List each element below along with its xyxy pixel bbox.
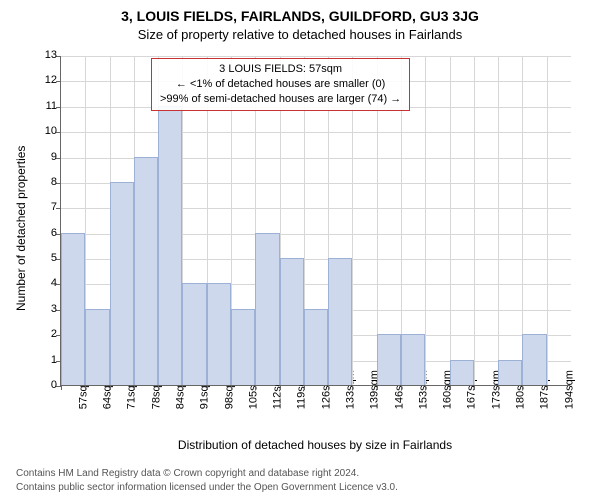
bar	[110, 182, 134, 385]
gridline-v	[474, 56, 475, 386]
bar	[280, 258, 304, 385]
bar	[498, 360, 522, 385]
chart: 01234567891011121357sqm64sqm71sqm78sqm84…	[0, 0, 600, 500]
x-tick-label: 57sqm	[75, 385, 89, 409]
x-tick	[207, 385, 208, 390]
bar	[158, 106, 182, 385]
x-tick-label: 160sqm	[439, 385, 453, 409]
x-tick	[474, 385, 475, 390]
annotation-line: 3 LOUIS FIELDS: 57sqm	[160, 62, 401, 77]
y-tick-label: 5	[37, 252, 61, 264]
x-tick-label: 84sqm	[172, 385, 186, 409]
y-tick-label: 12	[37, 74, 61, 86]
gridline-h	[61, 132, 571, 133]
bar	[328, 258, 352, 385]
y-tick-label: 11	[37, 100, 61, 112]
x-tick	[522, 385, 523, 390]
annotation-box: 3 LOUIS FIELDS: 57sqm← <1% of detached h…	[151, 58, 410, 111]
x-tick-label: 133sqm	[342, 385, 356, 409]
x-tick-label: 194sqm	[561, 385, 575, 409]
x-tick	[134, 385, 135, 390]
x-tick	[231, 385, 232, 390]
y-tick-label: 0	[37, 379, 61, 391]
x-tick	[182, 385, 183, 390]
x-tick-label: 187sqm	[537, 385, 551, 409]
bar	[231, 309, 255, 385]
y-tick-label: 8	[37, 176, 61, 188]
x-tick-label: 139sqm	[367, 385, 381, 409]
x-tick	[401, 385, 402, 390]
bar	[401, 334, 425, 385]
x-tick	[425, 385, 426, 390]
gridline-v	[450, 56, 451, 386]
x-tick	[352, 385, 353, 390]
gridline-v	[425, 56, 426, 386]
x-tick-label: 78sqm	[148, 385, 162, 409]
y-tick-label: 7	[37, 201, 61, 213]
y-tick-label: 9	[37, 151, 61, 163]
attribution-line: Contains HM Land Registry data © Crown c…	[16, 467, 398, 481]
x-tick-label: 119sqm	[294, 385, 308, 409]
x-tick-label: 71sqm	[124, 385, 138, 409]
x-tick-label: 126sqm	[318, 385, 332, 409]
y-tick-label: 4	[37, 277, 61, 289]
bar	[255, 233, 279, 385]
x-tick	[547, 385, 548, 390]
x-tick-label: 98sqm	[221, 385, 235, 409]
y-tick-label: 13	[37, 49, 61, 61]
plot-area: 01234567891011121357sqm64sqm71sqm78sqm84…	[60, 56, 570, 386]
x-tick-label: 167sqm	[464, 385, 478, 409]
x-tick	[328, 385, 329, 390]
attribution-line: Contains public sector information licen…	[16, 481, 398, 495]
y-tick-label: 6	[37, 227, 61, 239]
x-tick-label: 112sqm	[269, 385, 283, 409]
bar	[134, 157, 158, 385]
x-tick	[377, 385, 378, 390]
x-tick	[61, 385, 62, 390]
x-tick	[110, 385, 111, 390]
bar	[304, 309, 328, 385]
y-axis-label: Number of detached properties	[14, 146, 28, 311]
bar	[85, 309, 109, 385]
x-tick-label: 153sqm	[415, 385, 429, 409]
x-tick	[158, 385, 159, 390]
bar	[377, 334, 401, 385]
x-tick	[255, 385, 256, 390]
y-tick-label: 2	[37, 328, 61, 340]
x-tick-label: 105sqm	[245, 385, 259, 409]
x-tick-label: 91sqm	[197, 385, 211, 409]
annotation-line: >99% of semi-detached houses are larger …	[160, 92, 401, 107]
bar	[450, 360, 474, 385]
bar	[182, 283, 206, 385]
x-tick	[280, 385, 281, 390]
y-tick-label: 3	[37, 303, 61, 315]
bar	[207, 283, 231, 385]
gridline-v	[547, 56, 548, 386]
y-tick-label: 10	[37, 125, 61, 137]
gridline-h	[61, 56, 571, 57]
x-tick-label: 173sqm	[488, 385, 502, 409]
y-tick-label: 1	[37, 354, 61, 366]
x-tick	[304, 385, 305, 390]
attribution: Contains HM Land Registry data © Crown c…	[16, 467, 398, 494]
x-tick-label: 180sqm	[512, 385, 526, 409]
x-tick	[450, 385, 451, 390]
x-tick-label: 64sqm	[99, 385, 113, 409]
annotation-line: ← <1% of detached houses are smaller (0)	[160, 77, 401, 92]
gridline-v	[498, 56, 499, 386]
bar	[522, 334, 546, 385]
x-tick-label: 146sqm	[391, 385, 405, 409]
bar	[61, 233, 85, 385]
x-tick	[85, 385, 86, 390]
x-tick	[498, 385, 499, 390]
x-axis-label: Distribution of detached houses by size …	[60, 438, 570, 452]
